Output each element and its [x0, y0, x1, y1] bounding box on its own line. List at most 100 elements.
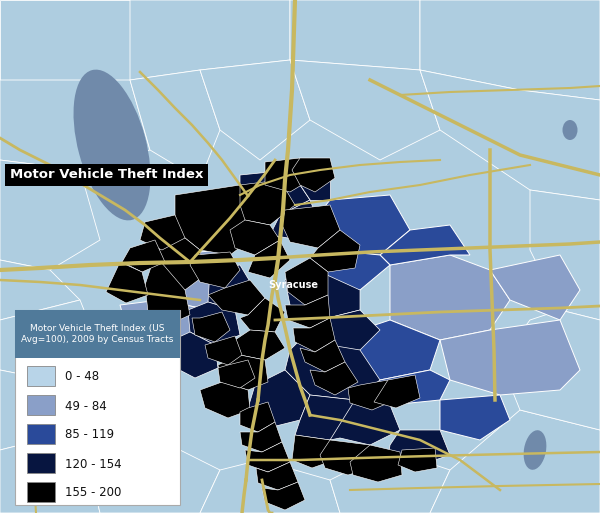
Polygon shape	[200, 382, 250, 418]
Ellipse shape	[524, 430, 547, 470]
Ellipse shape	[74, 70, 151, 221]
Polygon shape	[380, 225, 470, 265]
Polygon shape	[200, 60, 310, 160]
Polygon shape	[330, 450, 450, 513]
Polygon shape	[262, 482, 305, 510]
Polygon shape	[122, 240, 165, 272]
Polygon shape	[248, 240, 290, 278]
Polygon shape	[285, 258, 328, 305]
Text: 49 - 84: 49 - 84	[65, 400, 107, 412]
Polygon shape	[106, 262, 148, 303]
Polygon shape	[330, 320, 440, 380]
Polygon shape	[218, 355, 268, 390]
Polygon shape	[285, 340, 380, 400]
Text: Motor Vehicle Theft Index: Motor Vehicle Theft Index	[10, 168, 203, 182]
Polygon shape	[145, 255, 190, 325]
Polygon shape	[240, 298, 285, 332]
Text: Motor Vehicle Theft Index (US
Avg=100), 2009 by Census Tracts: Motor Vehicle Theft Index (US Avg=100), …	[22, 324, 173, 344]
Polygon shape	[200, 460, 340, 513]
Polygon shape	[240, 180, 295, 225]
Polygon shape	[420, 70, 600, 200]
Polygon shape	[430, 410, 600, 513]
Polygon shape	[160, 250, 240, 310]
Polygon shape	[235, 330, 285, 360]
Text: 85 - 119: 85 - 119	[65, 428, 114, 442]
Polygon shape	[374, 375, 420, 408]
Polygon shape	[168, 332, 218, 378]
Polygon shape	[0, 300, 100, 380]
Polygon shape	[440, 320, 580, 395]
Polygon shape	[192, 312, 230, 342]
Polygon shape	[208, 280, 265, 315]
Polygon shape	[305, 250, 390, 290]
Bar	[27, 453, 55, 473]
Polygon shape	[490, 255, 580, 320]
Polygon shape	[290, 0, 420, 70]
Polygon shape	[188, 302, 240, 345]
Polygon shape	[282, 205, 340, 248]
Polygon shape	[310, 230, 360, 272]
Bar	[27, 482, 55, 502]
Polygon shape	[140, 215, 185, 250]
Polygon shape	[360, 370, 450, 405]
Polygon shape	[293, 318, 335, 352]
Polygon shape	[256, 462, 298, 490]
Polygon shape	[245, 442, 290, 472]
Polygon shape	[0, 370, 80, 450]
Bar	[27, 424, 55, 444]
Polygon shape	[218, 360, 255, 388]
Polygon shape	[240, 170, 310, 215]
Polygon shape	[208, 265, 255, 310]
Polygon shape	[205, 336, 242, 365]
Polygon shape	[300, 340, 345, 372]
Polygon shape	[285, 265, 360, 320]
Polygon shape	[130, 0, 290, 80]
Polygon shape	[330, 400, 400, 445]
Polygon shape	[388, 430, 450, 465]
Polygon shape	[155, 230, 205, 290]
Polygon shape	[310, 195, 410, 255]
Polygon shape	[175, 185, 260, 255]
Polygon shape	[290, 170, 330, 200]
Polygon shape	[292, 435, 335, 468]
Polygon shape	[390, 255, 510, 340]
Polygon shape	[295, 395, 360, 440]
Polygon shape	[440, 395, 510, 440]
Polygon shape	[350, 445, 402, 482]
Text: 0 - 48: 0 - 48	[65, 370, 99, 384]
Polygon shape	[240, 422, 282, 452]
Polygon shape	[0, 160, 100, 270]
Polygon shape	[230, 220, 280, 255]
FancyBboxPatch shape	[15, 310, 180, 505]
Polygon shape	[128, 312, 170, 358]
Polygon shape	[190, 252, 240, 288]
Polygon shape	[420, 0, 600, 100]
Bar	[27, 366, 55, 386]
Polygon shape	[0, 430, 100, 513]
Polygon shape	[120, 300, 220, 355]
Polygon shape	[292, 158, 335, 192]
Polygon shape	[270, 200, 320, 240]
Polygon shape	[80, 430, 220, 513]
Polygon shape	[130, 70, 220, 180]
Polygon shape	[398, 448, 437, 472]
Polygon shape	[285, 295, 330, 328]
Polygon shape	[265, 158, 310, 192]
Bar	[27, 395, 55, 415]
Polygon shape	[0, 80, 150, 170]
Polygon shape	[290, 60, 440, 160]
Polygon shape	[320, 440, 372, 475]
Text: Syracuse: Syracuse	[268, 280, 318, 290]
Polygon shape	[310, 362, 358, 395]
Polygon shape	[500, 310, 600, 430]
Ellipse shape	[563, 120, 577, 140]
Polygon shape	[300, 310, 380, 355]
Polygon shape	[0, 0, 130, 80]
Polygon shape	[248, 370, 310, 428]
Text: 155 - 200: 155 - 200	[65, 486, 121, 500]
Polygon shape	[348, 380, 395, 410]
Polygon shape	[530, 190, 600, 320]
Text: 120 - 154: 120 - 154	[65, 458, 122, 470]
FancyBboxPatch shape	[15, 310, 180, 358]
Polygon shape	[0, 260, 80, 320]
